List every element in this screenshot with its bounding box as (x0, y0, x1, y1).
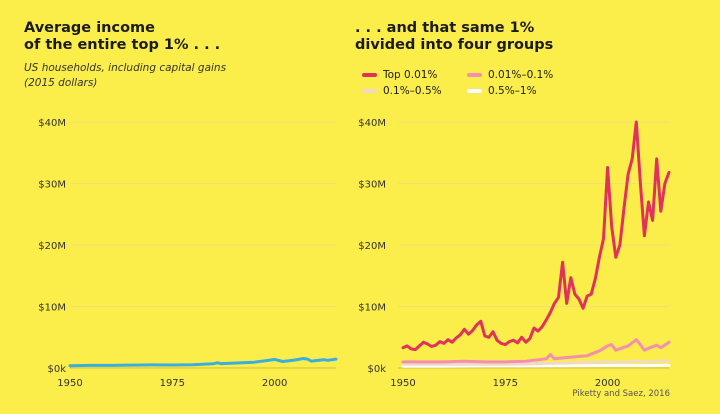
legend-swatch (362, 73, 377, 77)
legend-label: 0.01%–0.1% (488, 69, 554, 81)
left-y-tick-label: $10M (38, 303, 66, 314)
source-note: Piketty and Saez, 2016 (572, 389, 670, 399)
legend: Top 0.01% 0.01%–0.1% 0.1%–0.5% 0.5%–1% (362, 69, 572, 101)
left-y-tick-label: $0k (47, 364, 66, 375)
right-chart-title: . . . and that same 1% divided into four… (355, 20, 554, 53)
left-series-line (68, 357, 338, 368)
right-x-tick-label: 2000 (595, 378, 620, 389)
right-series-line (401, 338, 671, 364)
right-x-tick-label: 1975 (493, 378, 518, 389)
left-y-tick-label: $20M (38, 241, 66, 252)
right-series-line (401, 363, 671, 368)
right-y-tick-label: $20M (358, 241, 386, 252)
legend-item-top-001: Top 0.01% (362, 69, 437, 81)
legend-label: 0.1%–0.5% (383, 85, 442, 97)
legend-swatch (467, 89, 482, 93)
right-y-tick-label: $40M (358, 118, 386, 129)
right-y-tick-label: $0k (367, 364, 386, 375)
left-x-tick-label: 1975 (160, 378, 185, 389)
left-chart-title: Average income of the entire top 1% . . … (24, 20, 221, 53)
right-x-tick-label: 1950 (390, 378, 415, 389)
legend-item-05-1: 0.5%–1% (467, 85, 537, 97)
left-y-tick-label: $40M (38, 118, 66, 129)
right-y-tick-label: $30M (358, 180, 386, 191)
right-series-line (401, 359, 671, 366)
right-series-line (401, 120, 671, 352)
legend-label: Top 0.01% (383, 69, 438, 81)
legend-swatch (362, 89, 377, 93)
legend-label: 0.5%–1% (488, 85, 537, 97)
right-y-tick-label: $10M (358, 303, 386, 314)
left-x-tick-label: 1950 (57, 378, 82, 389)
legend-item-01-05: 0.1%–0.5% (362, 85, 442, 97)
legend-swatch (467, 73, 482, 77)
left-x-tick-label: 2000 (262, 378, 287, 389)
left-chart-subtitle: US households, including capital gains (… (24, 62, 227, 89)
left-y-tick-label: $30M (38, 180, 66, 191)
legend-item-001-01: 0.01%–0.1% (467, 69, 553, 81)
